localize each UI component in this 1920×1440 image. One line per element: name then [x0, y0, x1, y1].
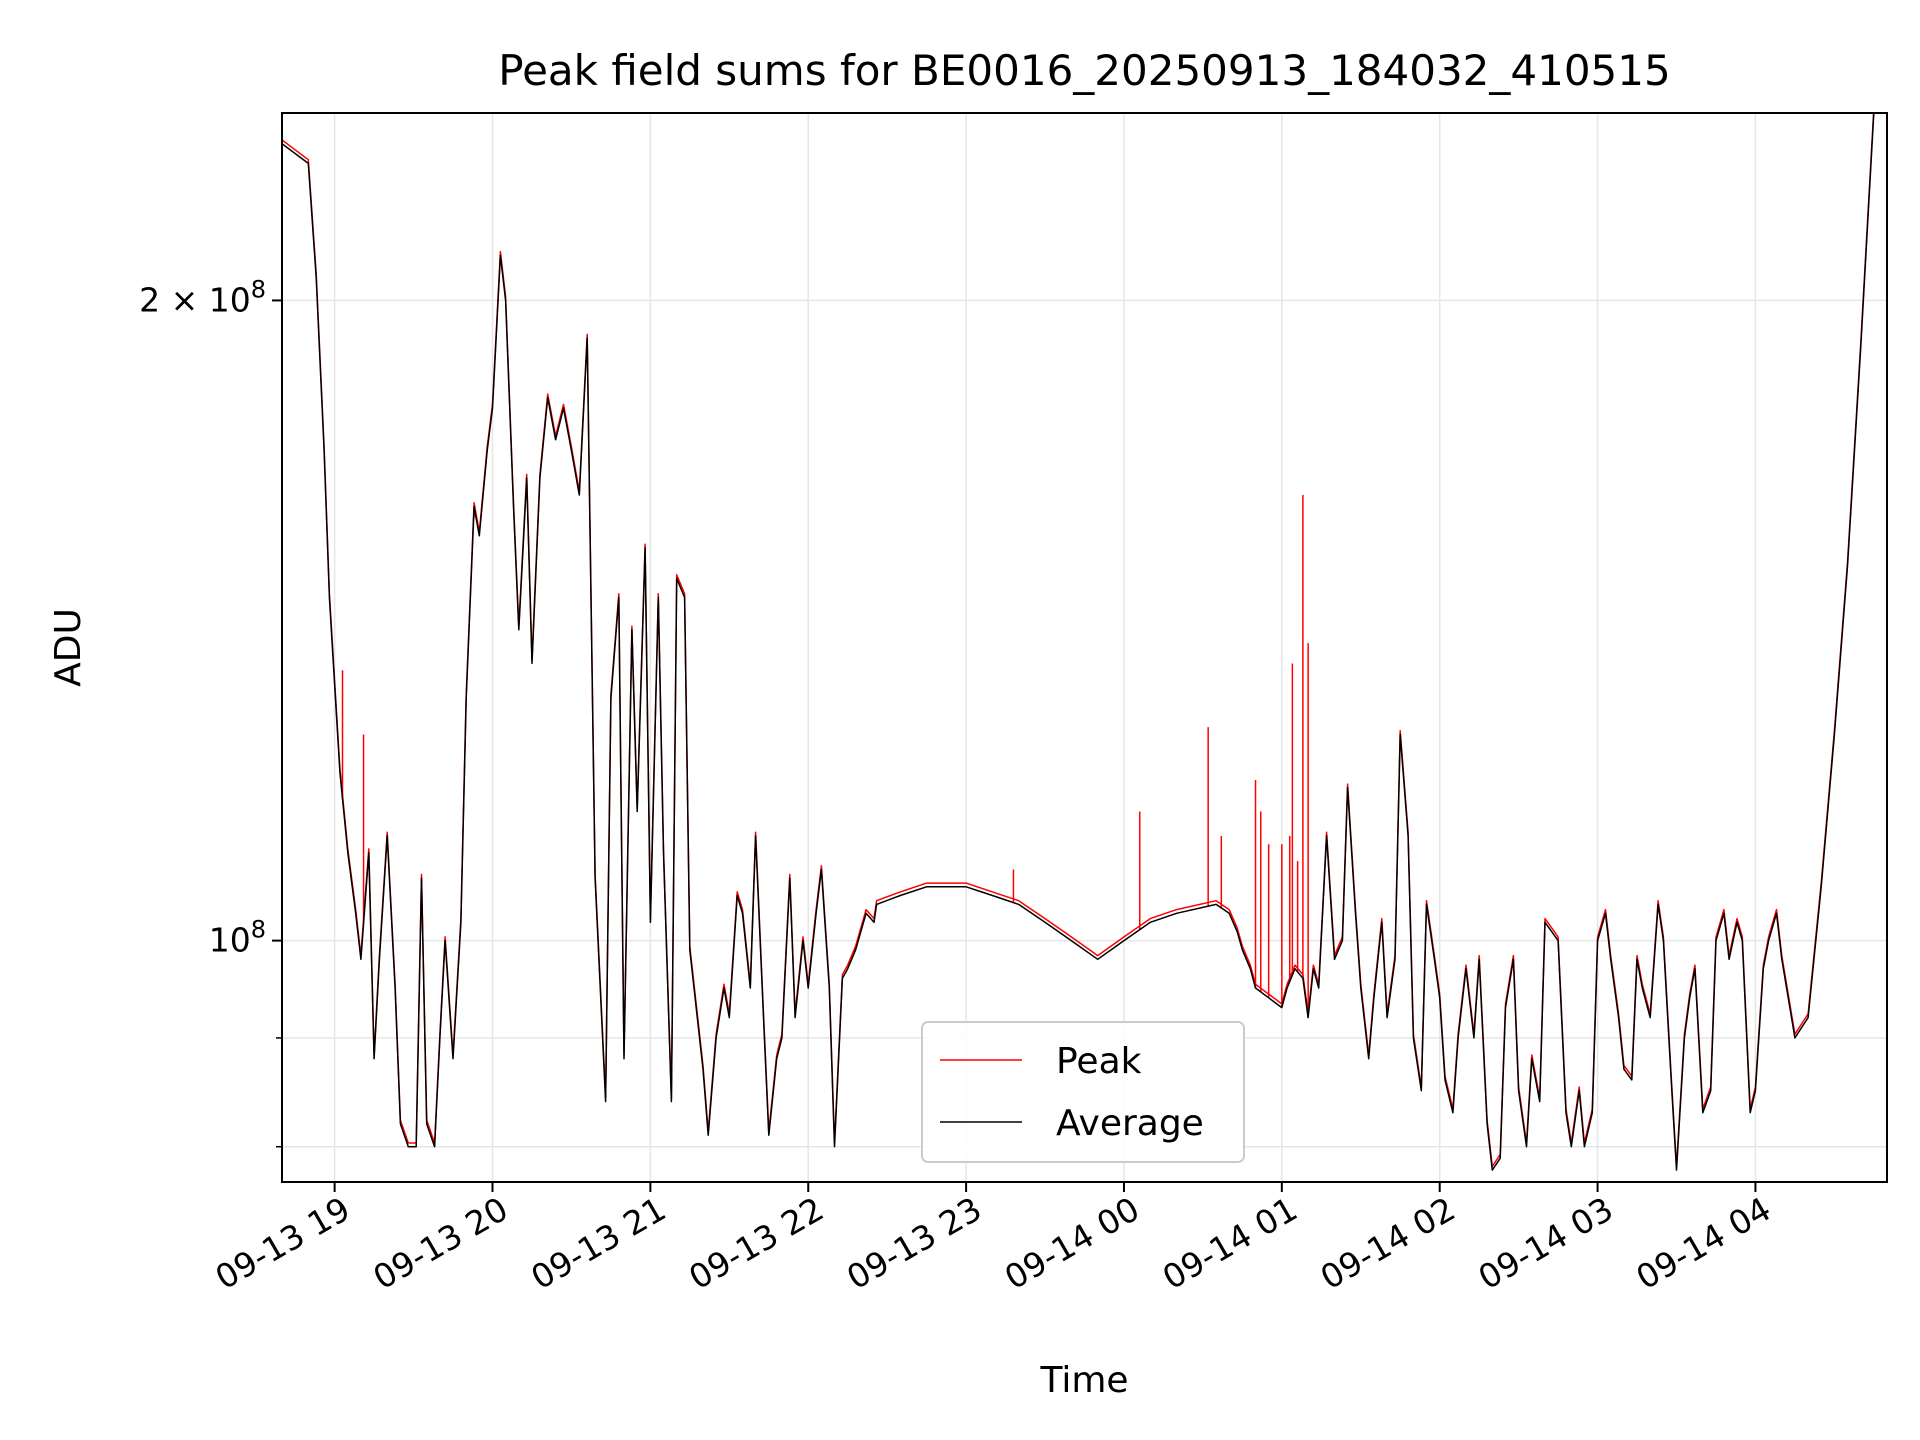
- legend-box: [921, 1021, 1245, 1163]
- legend-label-peak: Peak: [1056, 1041, 1142, 1082]
- plot-frame: [281, 112, 1888, 1183]
- y-axis-title: ADU: [48, 608, 89, 687]
- chart-title: Peak field sums for BE0016_20250913_1840…: [498, 46, 1670, 95]
- x-axis-title: Time: [1039, 1360, 1128, 1401]
- series-line-average: [282, 113, 1875, 1171]
- legend-label-average: Average: [1056, 1103, 1204, 1144]
- plot-series: [282, 113, 1875, 1171]
- y-tick-label: 108: [209, 916, 266, 960]
- legend: Peak Average: [921, 1021, 1245, 1163]
- y-tick-label: 2 × 108: [139, 275, 266, 319]
